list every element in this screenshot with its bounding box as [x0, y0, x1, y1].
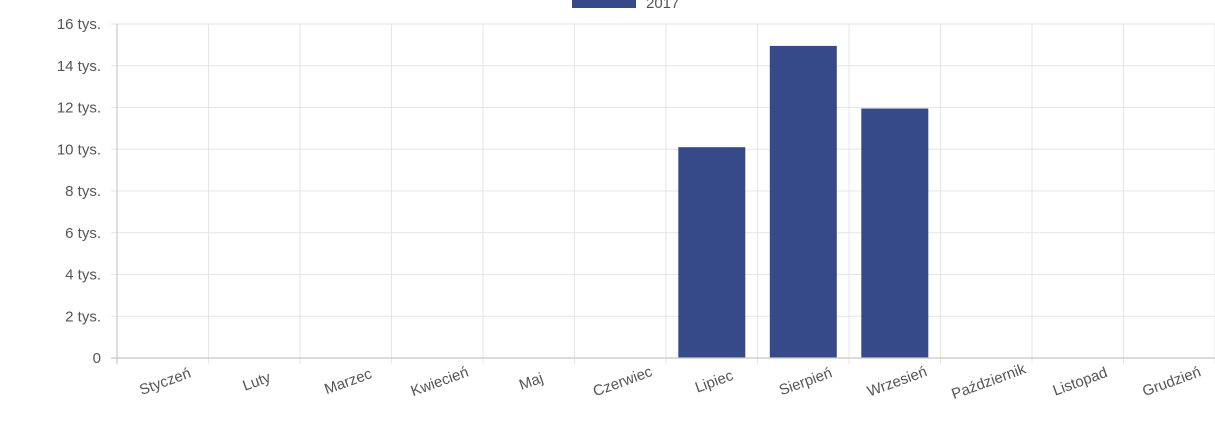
y-tick-label: 16 tys.: [57, 16, 101, 33]
axis-layer: 0 2 tys. 4 tys. 6 tys. 8 tys. 10 tys. 12 tys. 1…: [57, 16, 1215, 403]
bar-layer: [678, 45, 929, 359]
x-tick-label: Marzec: [322, 365, 374, 398]
legend-label[interactable]: 2017: [646, 0, 679, 12]
y-tick-label: 0: [93, 350, 101, 367]
x-tick-label: Czerwiec: [591, 363, 655, 400]
x-tick-label: Lipiec: [693, 367, 736, 397]
x-tick-label: Sierpień: [777, 364, 835, 399]
bar-lipiec[interactable]: [678, 147, 746, 358]
x-tick-label: Maj: [517, 370, 546, 394]
x-tick-label: Wrzesień: [865, 363, 929, 400]
x-tick-label: Kwiecień: [409, 364, 471, 401]
x-tick-label: Styczeń: [137, 365, 193, 399]
x-tick-label: Listopad: [1051, 364, 1110, 399]
grid-layer: [111, 23, 1215, 364]
y-tick-label: 12 tys.: [57, 100, 101, 117]
y-tick-label: 4 tys.: [65, 267, 101, 284]
bar-sierpień[interactable]: [769, 45, 837, 359]
x-tick-label: Październik: [949, 360, 1028, 403]
x-tick-label: Grudzień: [1140, 363, 1203, 400]
x-tick-label: Luty: [240, 369, 273, 395]
y-tick-label: 14 tys.: [57, 58, 101, 75]
y-tick-label: 6 tys.: [65, 225, 101, 242]
legend[interactable]: 2017: [572, 0, 679, 12]
y-tick-label: 8 tys.: [65, 183, 101, 200]
legend-swatch[interactable]: [572, 0, 636, 8]
y-tick-label: 10 tys.: [57, 141, 101, 158]
bar-wrzesień[interactable]: [861, 108, 929, 359]
y-tick-label: 2 tys.: [65, 308, 101, 325]
